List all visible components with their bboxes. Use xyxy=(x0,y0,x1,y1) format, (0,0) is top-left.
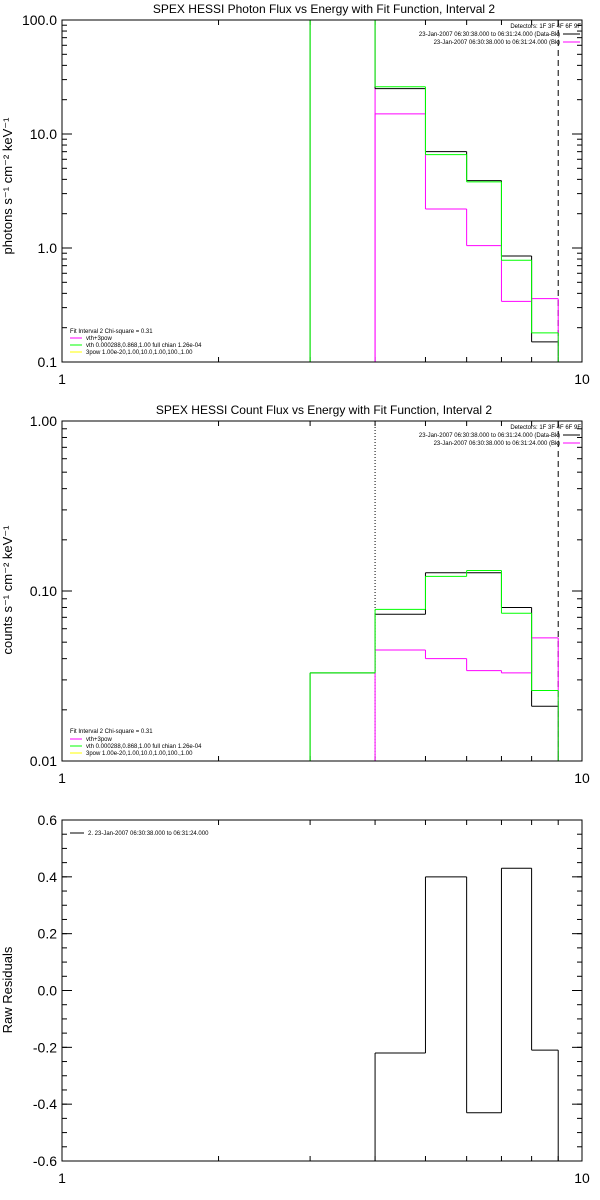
fit-label: vth+3pow xyxy=(86,737,113,743)
legend-label: 23-Jan-2007 06:30:38.000 to 06:31:24.000… xyxy=(419,433,560,439)
count-fit-legend: Fit Interval 2 Chi-square = 0.31 vth+3po… xyxy=(70,729,202,757)
fit-label: 3pow 1.00e-20,1.00,10.0,1.00,100.,1.00 xyxy=(86,751,193,757)
y-tick-label: 0.6 xyxy=(38,812,58,828)
legend-entry: 2. 23-Jan-2007 06:30:38.000 to 06:31:24.… xyxy=(70,831,209,837)
count-title: SPEX HESSI Count Flux vs Energy with Fit… xyxy=(156,403,492,417)
legend-entry: 23-Jan-2007 06:30:38.000 to 06:31:24.000… xyxy=(419,32,580,38)
y-tick-label: -0.4 xyxy=(33,1096,57,1112)
histogram-bin xyxy=(424,575,467,610)
photon-title: SPEX HESSI Photon Flux vs Energy with Fi… xyxy=(153,2,495,16)
fit-entry: vth 0.000288,0.868,1.00 full chian 1.26e… xyxy=(70,343,202,349)
photon-panel: SPEX HESSI Photon Flux vs Energy with Fi… xyxy=(0,2,590,387)
axis-frame xyxy=(61,420,583,762)
y-tick-label: 100.0 xyxy=(22,12,57,28)
fit-entry: 3pow 1.00e-20,1.00,10.0,1.00,100.,1.00 xyxy=(70,350,193,356)
histogram-bin xyxy=(531,868,559,1161)
legend-entry: 23-Jan-2007 06:30:38.000 to 06:31:24.000… xyxy=(419,433,580,439)
histogram-bin xyxy=(309,672,376,761)
count-legend: 23-Jan-2007 06:30:38.000 to 06:31:24.000… xyxy=(419,433,580,447)
y-tick-label: 0.01 xyxy=(30,753,57,769)
legend-label: 23-Jan-2007 06:30:38.000 to 06:31:24.000… xyxy=(434,40,560,46)
resid-legend: 2. 23-Jan-2007 06:30:38.000 to 06:31:24.… xyxy=(70,831,209,837)
fit-entry: vth 0.000288,0.868,1.00 full chian 1.26e… xyxy=(70,744,202,750)
fit-entry: 3pow 1.00e-20,1.00,10.0,1.00,100.,1.00 xyxy=(70,751,193,757)
fit-title: Fit Interval 2 Chi-square = 0.31 xyxy=(70,729,153,735)
histogram-bin xyxy=(531,260,559,362)
resid-panel: Raw Residuals -0.6 -0.4 -0.2 0.0 0.2 0.4 0.6 1 1… xyxy=(0,812,590,1186)
y-tick-label: 0.4 xyxy=(38,869,58,885)
y-tick-label: 0.10 xyxy=(30,583,57,599)
histogram-bin xyxy=(466,208,502,247)
histogram-bin xyxy=(500,570,532,614)
photon-legend: 23-Jan-2007 06:30:38.000 to 06:31:24.000… xyxy=(419,32,580,46)
histogram-bin xyxy=(466,876,502,1114)
photon-plot-area: 0.1 1.0 10.0 100.0 1 10 xyxy=(22,12,590,387)
histogram-bin xyxy=(466,658,502,672)
legend-entry: 23-Jan-2007 06:30:38.000 to 06:31:24.000… xyxy=(434,441,580,447)
fit-label: vth+3pow xyxy=(86,336,113,342)
x-tick-label: 10 xyxy=(574,1170,590,1186)
resid-ylabel: Raw Residuals xyxy=(0,946,15,1033)
resid-plot-area: -0.6 -0.4 -0.2 0.0 0.2 0.4 0.6 1 10 xyxy=(33,812,590,1186)
histogram-bin xyxy=(424,649,467,660)
legend-label: 23-Jan-2007 06:30:38.000 to 06:31:24.000… xyxy=(434,441,560,447)
fit-label: 3pow 1.00e-20,1.00,10.0,1.00,100.,1.00 xyxy=(86,350,193,356)
fit-entry: vth+3pow xyxy=(70,336,113,342)
histogram-bin xyxy=(466,570,502,577)
histogram-bin xyxy=(466,154,502,183)
photon-ylabel: photons s⁻¹ cm⁻² keV⁻¹ xyxy=(0,117,15,255)
histogram-bin xyxy=(374,20,426,88)
fit-title: Fit Interval 2 Chi-square = 0.31 xyxy=(70,329,153,335)
x-tick-label: 10 xyxy=(574,770,590,786)
y-tick-label: -0.2 xyxy=(33,1039,57,1055)
y-tick-label: 1.00 xyxy=(30,413,57,429)
histogram-bin xyxy=(374,113,426,362)
axis-frame xyxy=(61,819,583,1162)
y-tick-label: -0.6 xyxy=(33,1153,57,1169)
x-tick-label: 1 xyxy=(58,770,66,786)
count-panel: SPEX HESSI Count Flux vs Energy with Fit… xyxy=(0,403,590,786)
photon-legend-header: Detectors: 1F 3F 4F 6F 9F xyxy=(510,24,581,30)
legend-label: 2. 23-Jan-2007 06:30:38.000 to 06:31:24.… xyxy=(88,831,209,837)
histogram-bin xyxy=(374,608,426,673)
x-tick-label: 1 xyxy=(58,371,66,387)
fit-label: vth 0.000288,0.868,1.00 full chian 1.26e… xyxy=(86,744,202,750)
x-tick-label: 1 xyxy=(58,1170,66,1186)
y-tick-label: 0.2 xyxy=(38,926,58,942)
fit-entry: vth+3pow xyxy=(70,737,113,743)
histogram-bin xyxy=(531,613,559,761)
histogram-bin xyxy=(424,876,467,1054)
histogram-bin xyxy=(374,1052,426,1161)
legend-label: 23-Jan-2007 06:30:38.000 to 06:31:24.000… xyxy=(419,32,560,38)
legend-entry: 23-Jan-2007 06:30:38.000 to 06:31:24.000… xyxy=(434,40,580,46)
y-tick-label: 0.0 xyxy=(38,983,58,999)
count-ylabel: counts s⁻¹ cm⁻² keV⁻¹ xyxy=(0,525,15,655)
y-tick-label: 10.0 xyxy=(30,126,57,142)
axis-frame xyxy=(61,19,583,363)
histogram-bin xyxy=(424,86,467,156)
histogram-bin xyxy=(500,181,532,261)
y-tick-label: 1.0 xyxy=(38,240,58,256)
x-tick-label: 10 xyxy=(574,371,590,387)
fit-label: vth 0.000288,0.868,1.00 full chian 1.26e… xyxy=(86,343,202,349)
count-legend-header: Detectors: 1F 3F 4F 6F 9F xyxy=(510,425,581,431)
histogram-bin xyxy=(500,867,532,1113)
histogram-bin xyxy=(500,670,532,674)
count-plot-area: 0.01 0.10 1.00 1 10 xyxy=(30,413,590,786)
photon-fit-legend: Fit Interval 2 Chi-square = 0.31 vth+3po… xyxy=(70,329,202,356)
y-tick-label: 0.1 xyxy=(38,354,58,370)
